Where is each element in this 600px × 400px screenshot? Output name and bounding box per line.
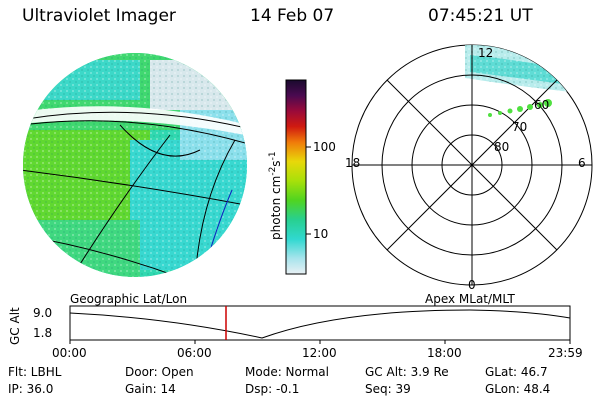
glon-info: GLon: 48.4 — [485, 382, 551, 396]
polar-dial — [351, 44, 593, 286]
ip-info: IP: 36.0 — [8, 382, 54, 396]
colorbar-tick-10: 10 — [313, 227, 329, 241]
timeline-x-tick-1: 06:00 — [177, 346, 212, 360]
mode-info: Mode: Normal — [245, 365, 329, 379]
polar-label-right: 6 — [578, 156, 586, 170]
timeline-y-tick-min: 1.8 — [33, 326, 53, 340]
polar-ring-label-70: 70 — [512, 120, 528, 134]
colorbar-units-label: photon cm-2s-1 — [268, 151, 283, 240]
date-label: 14 Feb 07 — [250, 6, 335, 26]
timeline-left-title: Geographic Lat/Lon — [70, 292, 188, 306]
polar-ring-label-60: 60 — [534, 98, 550, 112]
color-scale-bar — [285, 79, 307, 275]
altitude-timeline — [69, 305, 571, 344]
timeline-x-tick-2: 12:00 — [302, 346, 337, 360]
timeline-y-tick-max: 9.0 — [33, 306, 53, 320]
polar-label-bottom: 0 — [468, 278, 476, 292]
gain-info: Gain: 14 — [125, 382, 176, 396]
polar-label-left: 18 — [345, 156, 361, 170]
timeline-right-title: Apex MLat/MLT — [425, 292, 515, 306]
door-info: Door: Open — [125, 365, 194, 379]
filter-info: Flt: LBHL — [8, 365, 62, 379]
polar-label-top: 12 — [478, 46, 494, 60]
time-label: 07:45:21 UT — [428, 6, 533, 26]
instrument-title: Ultraviolet Imager — [22, 6, 176, 26]
timeline-x-tick-3: 18:00 — [427, 346, 462, 360]
seq-info: Seq: 39 — [365, 382, 411, 396]
gc-alt-info: GC Alt: 3.9 Re — [365, 365, 449, 379]
earth-disk-image — [23, 53, 247, 277]
timeline-axis-label: GC Alt — [8, 307, 22, 345]
colorbar-tick-100: 100 — [313, 140, 336, 154]
polar-ring-label-80: 80 — [494, 140, 510, 154]
glat-info: GLat: 46.7 — [485, 365, 548, 379]
timeline-x-tick-0: 00:00 — [52, 346, 87, 360]
timeline-x-tick-4: 23:59 — [548, 346, 583, 360]
dsp-info: Dsp: -0.1 — [245, 382, 300, 396]
